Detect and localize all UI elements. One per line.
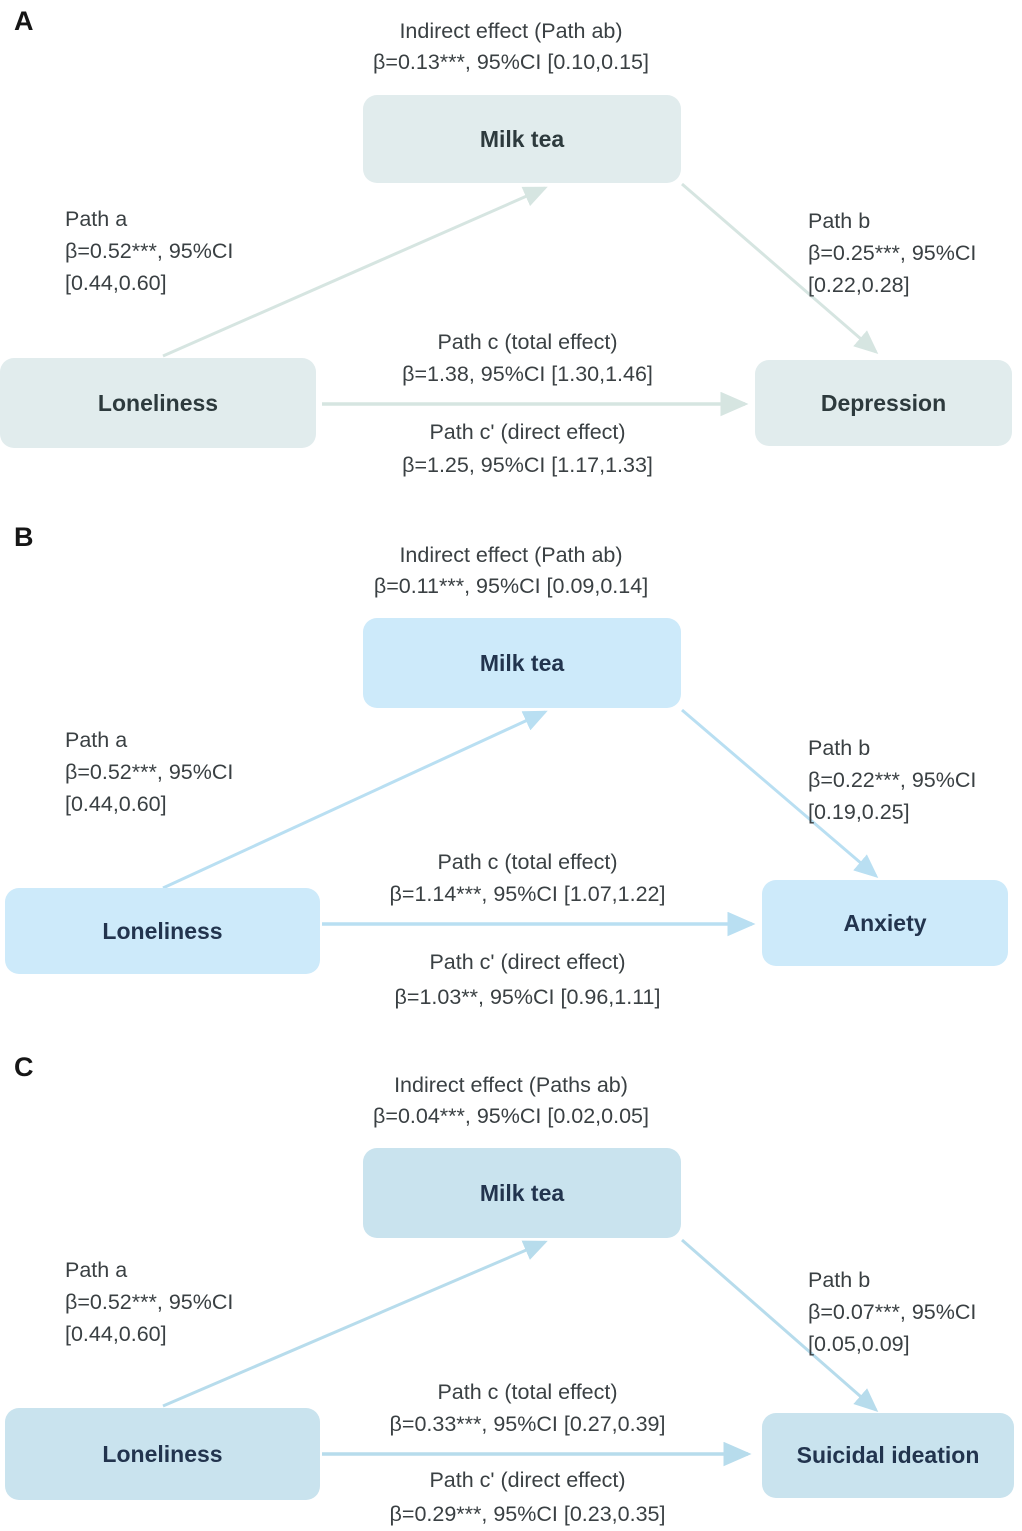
indirect-effect-label: Indirect effect (Paths ab) bbox=[394, 1073, 628, 1097]
path-b-name: Path b bbox=[808, 209, 871, 233]
indirect-effect-label: Indirect effect (Path ab) bbox=[399, 19, 623, 43]
path-c-label: Path c (total effect) bbox=[437, 850, 618, 874]
path-b-arrow bbox=[681, 1238, 879, 1412]
indirect-effect: Indirect effect (Path ab) β=0.13***, 95%… bbox=[0, 16, 1022, 78]
path-c-prime-value: β=1.03**, 95%CI [0.96,1.11] bbox=[394, 985, 661, 1009]
path-a-name: Path a bbox=[65, 207, 128, 231]
indirect-effect-value: β=0.11***, 95%CI [0.09,0.14] bbox=[373, 574, 649, 598]
path-a-arrow bbox=[162, 186, 548, 358]
indirect-effect: Indirect effect (Paths ab) β=0.04***, 95… bbox=[0, 1070, 1022, 1132]
path-b-arrow bbox=[681, 182, 879, 354]
path-c-prime-label: Path c' (direct effect) bbox=[429, 1468, 626, 1492]
path-a-beta: β=0.52***, 95%CI bbox=[65, 760, 234, 784]
path-a-name: Path a bbox=[65, 728, 128, 752]
path-c-prime-value: β=1.25, 95%CI [1.17,1.33] bbox=[402, 453, 653, 477]
path-c-prime-label: Path c' (direct effect) bbox=[429, 420, 626, 444]
path-a-arrow bbox=[162, 1240, 548, 1408]
outcome-node: Anxiety bbox=[762, 880, 1008, 966]
indirect-effect: Indirect effect (Path ab) β=0.11***, 95%… bbox=[0, 540, 1022, 602]
path-b-beta: β=0.22***, 95%CI bbox=[808, 768, 977, 792]
path-a-ci: [0.44,0.60] bbox=[65, 792, 167, 816]
panel-letter: A bbox=[14, 6, 34, 36]
path-b-ci: [0.22,0.28] bbox=[808, 273, 910, 297]
predictor-node: Loneliness bbox=[0, 358, 316, 448]
mediator-node: Milk tea bbox=[363, 618, 681, 708]
path-a-arrow bbox=[162, 710, 548, 890]
panel-b-arrows bbox=[162, 708, 879, 937]
panel-c: C Indirect effect (Paths ab) β=0.04***, … bbox=[0, 1040, 1022, 1531]
path-b-beta: β=0.07***, 95%CI bbox=[808, 1300, 977, 1324]
path-a-ci: [0.44,0.60] bbox=[65, 1322, 167, 1346]
mediator-node: Milk tea bbox=[363, 1148, 681, 1238]
panel-a-arrows bbox=[162, 182, 879, 417]
indirect-effect-label: Indirect effect (Path ab) bbox=[399, 543, 623, 567]
path-a-stats: Path a β=0.52***, 95%CI [0.44,0.60] bbox=[65, 203, 233, 299]
path-b-ci: [0.19,0.25] bbox=[808, 800, 910, 824]
path-b-arrow bbox=[681, 708, 879, 878]
path-b-stats: Path b β=0.07***, 95%CI [0.05,0.09] bbox=[808, 1264, 1022, 1360]
path-b-name: Path b bbox=[808, 1268, 871, 1292]
path-c-label: Path c (total effect) bbox=[437, 1380, 618, 1404]
path-c-value: β=0.33***, 95%CI [0.27,0.39] bbox=[389, 1412, 666, 1436]
path-a-stats: Path a β=0.52***, 95%CI [0.44,0.60] bbox=[65, 1254, 233, 1350]
path-a-beta: β=0.52***, 95%CI bbox=[65, 239, 234, 263]
path-b-name: Path b bbox=[808, 736, 871, 760]
panel-c-arrows bbox=[162, 1238, 879, 1467]
path-a-name: Path a bbox=[65, 1258, 128, 1282]
indirect-effect-value: β=0.04***, 95%CI [0.02,0.05] bbox=[373, 1104, 649, 1128]
path-c-prime-label: Path c' (direct effect) bbox=[429, 950, 626, 974]
path-b-ci: [0.05,0.09] bbox=[808, 1332, 910, 1356]
predictor-node: Loneliness bbox=[5, 888, 320, 974]
panel-b: B Indirect effect (Path ab) β=0.11***, 9… bbox=[0, 510, 1022, 1040]
path-c-value: β=1.38, 95%CI [1.30,1.46] bbox=[402, 362, 653, 386]
path-c-value: β=1.14***, 95%CI [1.07,1.22] bbox=[389, 882, 666, 906]
path-a-stats: Path a β=0.52***, 95%CI [0.44,0.60] bbox=[65, 724, 233, 820]
outcome-node: Suicidal ideation bbox=[762, 1413, 1014, 1498]
path-c-label: Path c (total effect) bbox=[437, 330, 618, 354]
predictor-node: Loneliness bbox=[5, 1408, 320, 1500]
path-a-ci: [0.44,0.60] bbox=[65, 271, 167, 295]
path-b-stats: Path b β=0.25***, 95%CI [0.22,0.28] bbox=[808, 205, 1022, 301]
panel-a: A Indirect effect (Path ab) β=0.13***, 9… bbox=[0, 0, 1022, 510]
outcome-node: Depression bbox=[755, 360, 1012, 446]
path-b-beta: β=0.25***, 95%CI bbox=[808, 241, 977, 265]
path-b-stats: Path b β=0.22***, 95%CI [0.19,0.25] bbox=[808, 732, 1022, 828]
mediator-node: Milk tea bbox=[363, 95, 681, 183]
path-a-beta: β=0.52***, 95%CI bbox=[65, 1290, 234, 1314]
path-c-prime-value: β=0.29***, 95%CI [0.23,0.35] bbox=[389, 1502, 666, 1526]
panel-letter: B bbox=[14, 522, 34, 552]
indirect-effect-value: β=0.13***, 95%CI [0.10,0.15] bbox=[373, 50, 649, 74]
panel-letter: C bbox=[14, 1052, 34, 1082]
